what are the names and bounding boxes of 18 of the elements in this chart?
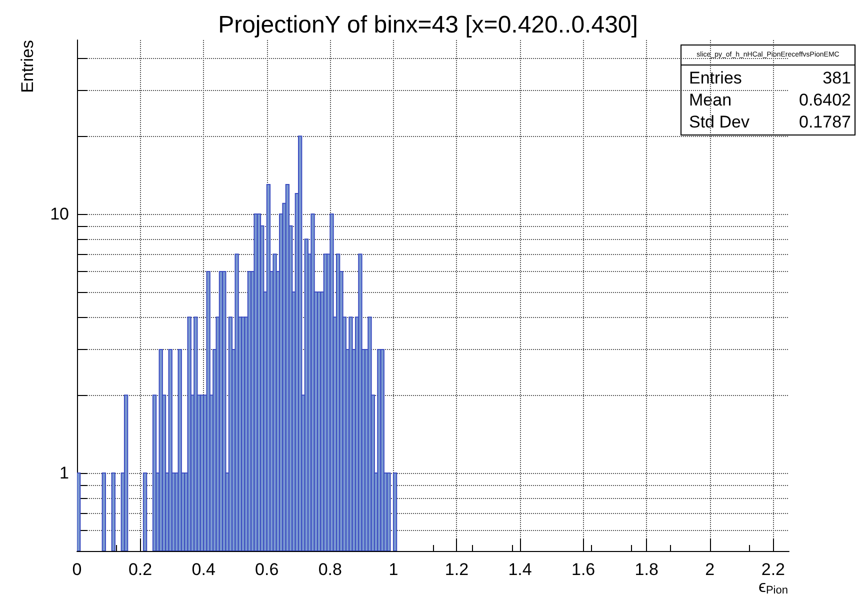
- x-tick-label: 0: [72, 560, 82, 579]
- text: Std Dev 0.1787: [689, 112, 851, 132]
- x-tick-label: 1.8: [634, 560, 658, 579]
- y-axis-title: Entries: [18, 40, 37, 93]
- x-tick-label: 0.8: [318, 560, 342, 579]
- x-tick-label: 1.2: [444, 560, 469, 579]
- x-tick-label: 0.2: [128, 560, 152, 579]
- x-tick-label: 2.2: [761, 560, 785, 579]
- x-tick-label: 0.4: [192, 560, 216, 579]
- x-tick-label: 0.6: [255, 560, 279, 579]
- chart-title: ProjectionY of binx=43 [x=0.420..0.430]: [218, 12, 638, 38]
- text: Entries 381: [689, 68, 851, 88]
- x-tick-label: 1.4: [508, 560, 532, 579]
- x-tick-label: 2: [705, 560, 715, 579]
- x-tick-label: 1.6: [571, 560, 596, 579]
- y-tick-label: 10: [50, 204, 69, 224]
- x-tick-label: 1: [388, 560, 398, 579]
- text: Mean 0.6402: [689, 90, 851, 110]
